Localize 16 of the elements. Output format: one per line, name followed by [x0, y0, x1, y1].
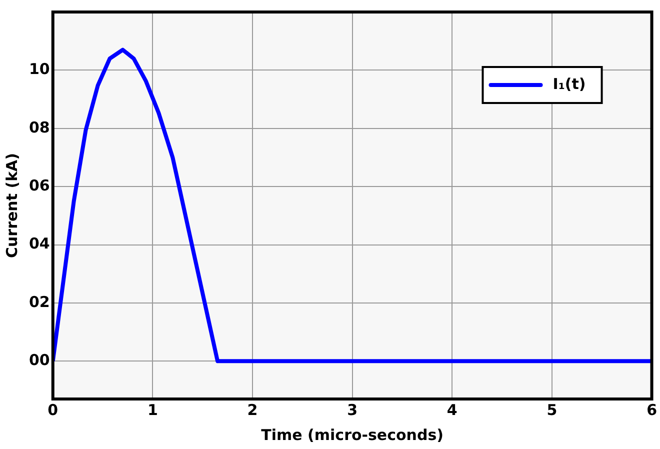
y-tick-label: 02 — [29, 292, 50, 311]
x-tick-label: 0 — [48, 400, 58, 419]
x-tick-label: 6 — [646, 400, 657, 419]
y-tick-label: 10 — [29, 60, 50, 78]
x-tick-label: 2 — [247, 400, 258, 419]
y-tick-label: 06 — [29, 176, 50, 194]
y-tick-label: 04 — [29, 234, 50, 253]
y-tick-label: 08 — [29, 118, 50, 136]
x-axis-title: Time (micro-seconds) — [261, 426, 444, 444]
y-axis-title: Current (kA) — [2, 152, 21, 258]
x-tick-label: 3 — [347, 400, 358, 419]
x-tick-label: 5 — [546, 400, 558, 419]
legend-label: I₁(t) — [552, 74, 586, 93]
x-tick-label: 4 — [446, 400, 458, 419]
y-tick-label: 00 — [29, 351, 50, 370]
x-tick-label: 1 — [147, 400, 158, 419]
